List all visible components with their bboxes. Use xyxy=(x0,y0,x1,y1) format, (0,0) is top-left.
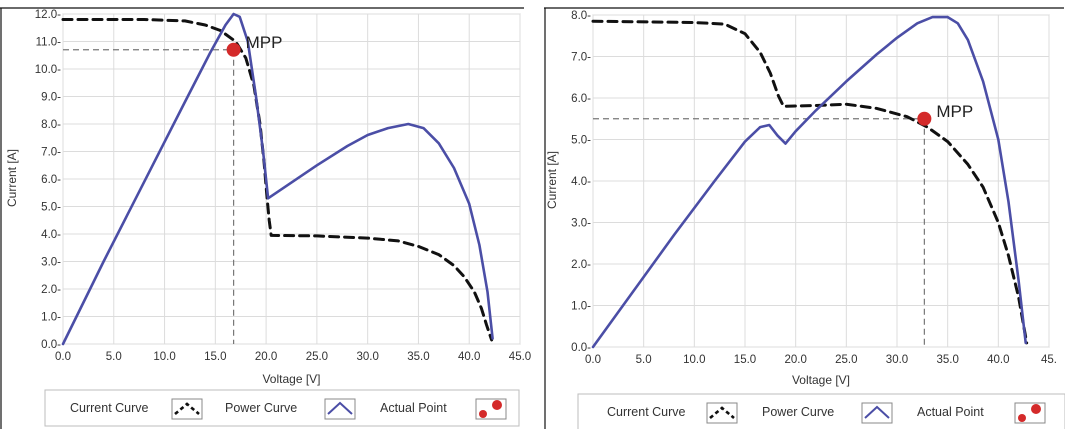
chart-0-x-tick-label: 5.0 xyxy=(106,351,122,363)
chart-1-y-axis-label: Current [A] xyxy=(545,151,559,209)
chart-left: 0.0 5.0 10.0 15.0 20.0 25.0 30.0 35.0 40.0 45.0 0.… xyxy=(0,7,531,429)
chart-0-x-tick-label: 40.0 xyxy=(458,351,480,363)
chart-0-y-tick-label: 4.0- xyxy=(41,229,61,241)
chart-1-y-tick-label: 5.0- xyxy=(571,135,591,147)
chart-1-series-current-curve xyxy=(591,19,1029,345)
chart-0-series-power-curve xyxy=(61,12,494,346)
chart-0-x-tick-label: 0.0 xyxy=(55,351,71,363)
chart-0-x-tick-label: 45.0 xyxy=(509,351,531,363)
chart-0-x-tick-label: 35.0 xyxy=(407,351,429,363)
chart-0-y-tick-label: 1.0- xyxy=(41,312,61,324)
chart-0-mpp-label: MPP xyxy=(246,33,283,52)
chart-0-legend-swatch-current-curve xyxy=(171,398,203,420)
chart-1-legend-swatch-power-curve xyxy=(861,402,893,424)
chart-0-y-tick-label: 7.0- xyxy=(41,147,61,159)
chart-0-y-tick-label: 2.0- xyxy=(41,284,61,296)
chart-0-x-tick-label: 15.0 xyxy=(204,351,226,363)
chart-0-x-tick-label: 20.0 xyxy=(255,351,277,363)
chart-1-mpp-point xyxy=(917,111,932,126)
chart-0-x-axis-label: Voltage [V] xyxy=(262,372,320,386)
chart-0-legend-swatch-actual-point xyxy=(475,398,507,420)
chart-1-legend-label: Current Curve xyxy=(607,405,686,419)
chart-0-mpp-point xyxy=(226,42,241,57)
chart-0-series-current-curve xyxy=(61,18,494,342)
chart-1-x-tick-label: 5.0 xyxy=(636,354,652,366)
chart-1-x-axis-label: Voltage [V] xyxy=(792,373,850,387)
chart-1-x-tick-label: 45. xyxy=(1041,354,1057,366)
chart-0-legend-swatch-power-curve xyxy=(324,398,356,420)
chart-0-x-tick-label: 10.0 xyxy=(153,351,175,363)
chart-1-y-tick-label: 0.0- xyxy=(571,342,591,354)
chart-1-legend-label: Actual Point xyxy=(917,405,984,419)
chart-1-y-tick-label: 7.0- xyxy=(571,52,591,64)
chart-1-legend-label: Power Curve xyxy=(762,405,834,419)
chart-1-y-tick-label: 6.0- xyxy=(571,93,591,105)
chart-0-y-tick-label: 11.0- xyxy=(36,37,62,49)
chart-1-y-tick-label: 4.0- xyxy=(571,176,591,188)
chart-right: 0.0 5.0 10.0 15.0 20.0 25.0 30.0 35.0 40.0 45. 0.0… xyxy=(544,7,1065,429)
chart-0-y-tick-label: 9.0- xyxy=(41,92,61,104)
chart-1-x-tick-label: 20.0 xyxy=(784,354,806,366)
chart-0-y-tick-label: 12.0- xyxy=(35,9,61,21)
chart-1-y-tick-label: 2.0- xyxy=(571,259,591,271)
chart-0-y-tick-label: 10.0- xyxy=(35,64,61,76)
chart-0-legend-label: Actual Point xyxy=(380,401,447,415)
chart-1-y-tick-label: 3.0- xyxy=(571,218,591,230)
chart-1-x-tick-label: 10.0 xyxy=(683,354,705,366)
chart-0-x-tick-label: 30.0 xyxy=(356,351,378,363)
chart-1-x-tick-label: 15.0 xyxy=(734,354,756,366)
chart-0-legend-label: Power Curve xyxy=(225,401,297,415)
chart-1-x-tick-label: 35.0 xyxy=(936,354,958,366)
chart-1-y-tick-label: 1.0- xyxy=(571,301,591,313)
chart-0-legend-box xyxy=(44,389,520,427)
chart-0-y-tick-label: 6.0- xyxy=(41,174,61,186)
chart-1-y-tick-label: 8.0- xyxy=(571,10,591,22)
chart-1-legend-swatch-current-curve xyxy=(706,402,738,424)
chart-1-mpp-label: MPP xyxy=(936,102,973,121)
chart-0-y-tick-label: 8.0- xyxy=(41,119,61,131)
chart-0-y-tick-label: 0.0- xyxy=(41,339,61,351)
chart-1-legend-box xyxy=(577,393,1065,429)
chart-1-series-power-curve xyxy=(591,15,1027,349)
chart-0-x-tick-label: 25.0 xyxy=(306,351,328,363)
chart-1-legend-swatch-actual-point xyxy=(1014,402,1046,424)
chart-1-x-tick-label: 40.0 xyxy=(987,354,1009,366)
chart-0-y-tick-label: 3.0- xyxy=(41,257,61,269)
chart-0-legend-label: Current Curve xyxy=(70,401,149,415)
chart-1-x-tick-label: 30.0 xyxy=(886,354,908,366)
chart-0-y-tick-label: 5.0- xyxy=(41,202,61,214)
chart-1-x-tick-label: 0.0 xyxy=(585,354,601,366)
chart-0-y-axis-label: Current [A] xyxy=(5,149,19,207)
chart-1-x-tick-label: 25.0 xyxy=(835,354,857,366)
